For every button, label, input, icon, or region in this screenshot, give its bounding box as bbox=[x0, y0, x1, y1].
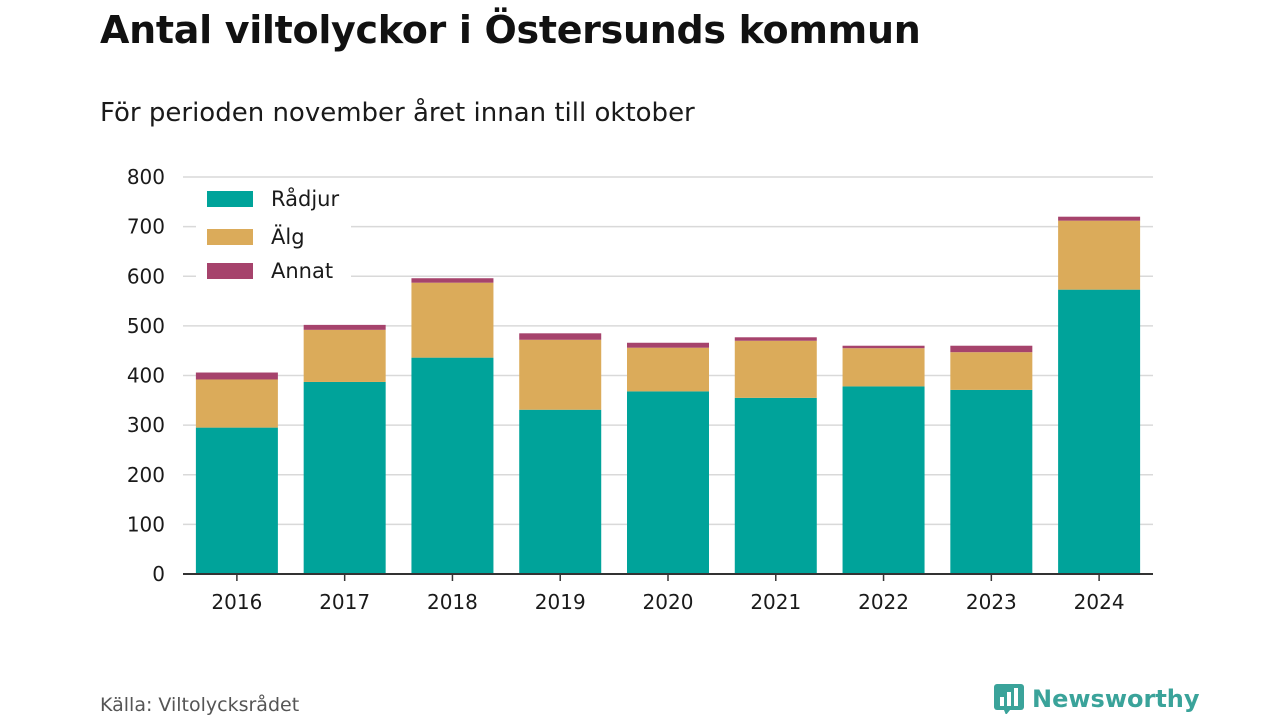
bar-rådjur-2022 bbox=[842, 386, 925, 574]
bar-älg-2018 bbox=[411, 282, 494, 358]
y-tick-label: 100 bbox=[127, 512, 165, 536]
legend-swatch-rådjur bbox=[207, 191, 253, 207]
bar-älg-2024 bbox=[1058, 220, 1141, 290]
bar-annat-2024 bbox=[1058, 216, 1141, 221]
bar-rådjur-2020 bbox=[627, 391, 709, 574]
x-tick-label: 2021 bbox=[750, 590, 801, 614]
x-tick-label: 2022 bbox=[858, 590, 909, 614]
y-tick-label: 700 bbox=[127, 215, 165, 239]
x-tick-label: 2017 bbox=[319, 590, 370, 614]
y-tick-label: 800 bbox=[127, 165, 165, 189]
bar-annat-2021 bbox=[734, 337, 817, 341]
bar-annat-2023 bbox=[950, 345, 1033, 353]
legend-swatch-älg bbox=[207, 229, 253, 245]
bar-annat-2016 bbox=[195, 372, 278, 380]
y-tick-label: 400 bbox=[127, 364, 165, 388]
bar-annat-2017 bbox=[303, 324, 386, 330]
legend-label-annat: Annat bbox=[271, 259, 333, 283]
bar-rådjur-2018 bbox=[411, 357, 494, 574]
bar-rådjur-2019 bbox=[519, 409, 602, 574]
bar-annat-2018 bbox=[411, 278, 494, 283]
bar-annat-2020 bbox=[627, 342, 709, 348]
bar-rådjur-2016 bbox=[195, 427, 278, 574]
brand-logo[interactable]: Newsworthy bbox=[994, 684, 1200, 714]
bar-älg-2022 bbox=[842, 348, 925, 387]
y-tick-label: 600 bbox=[127, 264, 165, 288]
legend-label-rådjur: Rådjur bbox=[271, 186, 339, 211]
x-tick-label: 2019 bbox=[535, 590, 586, 614]
source-note: Källa: Viltolycksrådet bbox=[100, 694, 300, 716]
bar-rådjur-2024 bbox=[1058, 289, 1141, 574]
bar-älg-2023 bbox=[950, 352, 1033, 390]
x-tick-label: 2020 bbox=[643, 590, 694, 614]
bar-älg-2019 bbox=[519, 339, 602, 410]
bar-annat-2022 bbox=[842, 345, 925, 349]
x-tick-label: 2023 bbox=[966, 590, 1017, 614]
bar-älg-2017 bbox=[303, 329, 386, 382]
bar-älg-2020 bbox=[627, 347, 709, 392]
bar-älg-2016 bbox=[195, 379, 278, 428]
chart-title: Antal viltolyckor i Östersunds kommun bbox=[100, 8, 921, 52]
x-tick-label: 2016 bbox=[211, 590, 262, 614]
bar-annat-2019 bbox=[519, 333, 602, 340]
bar-rådjur-2023 bbox=[950, 389, 1033, 574]
legend-swatch-annat bbox=[207, 263, 253, 279]
bar-rådjur-2017 bbox=[303, 381, 386, 574]
chart-subtitle: För perioden november året innan till ok… bbox=[100, 98, 695, 128]
y-tick-label: 200 bbox=[127, 463, 165, 487]
bar-älg-2021 bbox=[734, 340, 817, 398]
bar-rådjur-2021 bbox=[734, 397, 817, 574]
newsworthy-logo-icon bbox=[994, 684, 1024, 714]
y-tick-label: 300 bbox=[127, 413, 165, 437]
x-tick-label: 2024 bbox=[1074, 590, 1125, 614]
x-tick-label: 2018 bbox=[427, 590, 478, 614]
y-tick-label: 0 bbox=[152, 562, 165, 586]
y-tick-label: 500 bbox=[127, 314, 165, 338]
legend-label-älg: Älg bbox=[271, 224, 305, 249]
brand-name: Newsworthy bbox=[1032, 685, 1200, 713]
